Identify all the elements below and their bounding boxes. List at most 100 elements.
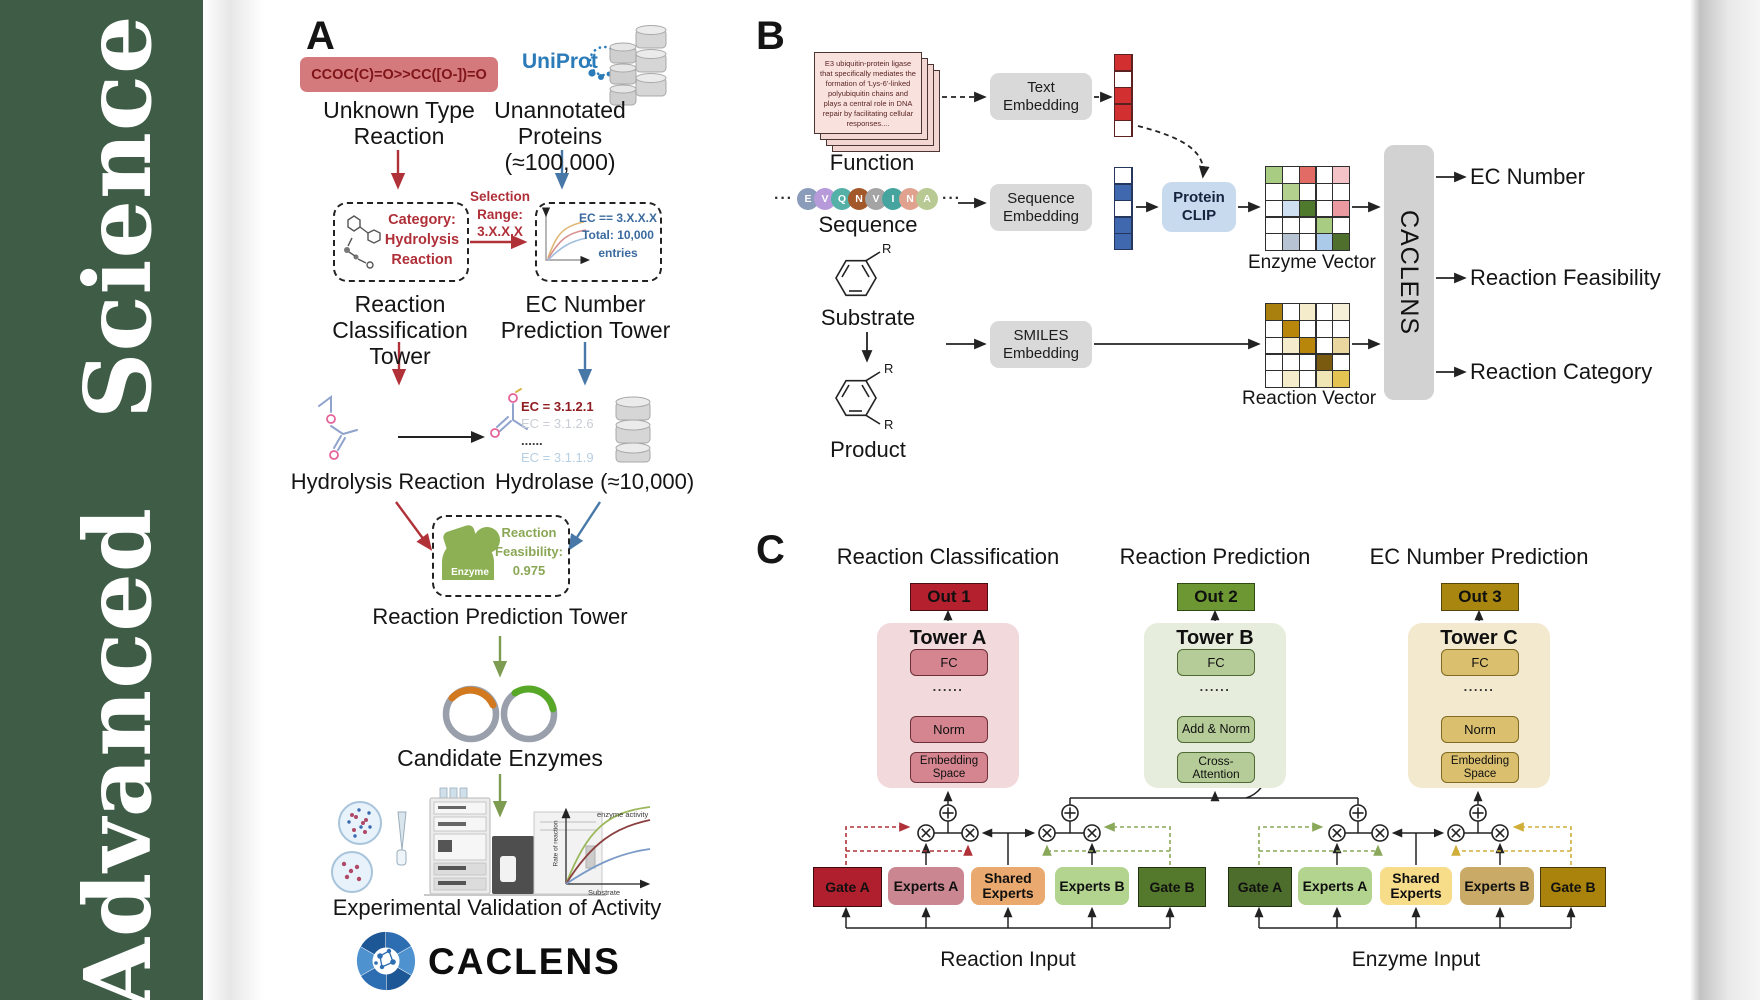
- tower-b-fc: FC: [1177, 649, 1255, 676]
- matrix-cell: [1283, 234, 1299, 250]
- matrix-cell: [1333, 217, 1349, 234]
- sequence-vector: [1114, 167, 1133, 251]
- tower-b-title: Tower B: [1176, 627, 1254, 649]
- ec-curves-icon: [541, 207, 591, 265]
- prediction-tower-label: Reaction Prediction Tower: [372, 604, 628, 629]
- category-dashed-box: [333, 202, 469, 282]
- section-title-ecnumber: EC Number Prediction: [1369, 544, 1589, 569]
- residue-bead: E: [796, 188, 819, 210]
- classification-tower-label: Reaction Classification Tower: [332, 291, 468, 369]
- matrix-cell: [1283, 337, 1299, 354]
- caclens-bar: CACLENS: [1384, 145, 1434, 400]
- residue-bead: N: [847, 188, 870, 210]
- database-icon-top: [609, 25, 667, 106]
- tower-a-norm: Norm: [910, 716, 988, 743]
- gate-a-enzyme: Gate A: [1228, 867, 1292, 907]
- text-embedding-box: Text Embedding: [990, 73, 1092, 120]
- r-group-label: R: [882, 241, 892, 256]
- hplc-instrument-icon: [424, 787, 606, 896]
- reaction-vector-matrix: [1265, 303, 1351, 389]
- matrix-cell: [1316, 200, 1333, 217]
- sequence-embedding-box: Sequence Embedding: [990, 184, 1092, 231]
- matrix-cell: [1299, 234, 1316, 250]
- selection-range-text: Selection Range: 3.X.X.X: [469, 189, 531, 240]
- matrix-cell: [1283, 217, 1299, 234]
- tower-b-addnorm: Add & Norm: [1177, 716, 1255, 743]
- matrix-cell: [1299, 321, 1316, 337]
- matrix-cell: [1266, 321, 1282, 337]
- enzyme-vector-label: Enzyme Vector: [1248, 252, 1376, 273]
- r-group-label: R: [884, 417, 894, 432]
- caclens-brand-text: CACLENS: [428, 941, 621, 982]
- ec-list-item: EC = 3.1.1.9: [521, 449, 594, 465]
- residue-bead: N: [898, 188, 921, 210]
- residue-bead: V: [864, 188, 887, 210]
- matrix-cell: [1115, 201, 1132, 217]
- sequence-label: Sequence: [818, 212, 918, 237]
- ellipsis: ···: [774, 190, 793, 207]
- matrix-cell: [1316, 337, 1333, 354]
- arrow-textvec-to-clip: [1137, 125, 1210, 179]
- matrix-cell: [1299, 371, 1316, 387]
- matrix-cell: [1333, 304, 1349, 320]
- matrix-cell: [1266, 217, 1282, 234]
- matrix-cell: [1283, 354, 1299, 371]
- section-title-classification: Reaction Classification: [836, 544, 1060, 569]
- feasibility-dashed-box: [432, 515, 570, 597]
- shared-experts-enzyme: Shared Experts: [1380, 867, 1452, 905]
- matrix-cell: [1333, 371, 1349, 387]
- substrate-benzene: [835, 251, 881, 297]
- matrix-cell: [1316, 234, 1333, 250]
- matrix-cell: [1266, 354, 1282, 371]
- matrix-cell: [1283, 321, 1299, 337]
- input-bus-wires: [841, 906, 1576, 929]
- molecule-sketch-icon: [344, 215, 381, 269]
- ester-molecule: [318, 395, 358, 460]
- protein-clip-box: Protein CLIP: [1162, 182, 1236, 232]
- petri-dish-icons: [331, 801, 407, 893]
- matrix-cell: [1316, 167, 1333, 183]
- caclens-logo-icon: [356, 931, 416, 991]
- panel-c-label: C: [756, 528, 785, 572]
- matrix-cell: [1115, 168, 1132, 184]
- gate-b-reaction: Gate B: [1138, 867, 1206, 907]
- matrix-cell: [1299, 167, 1316, 183]
- matrix-cell: [1266, 304, 1282, 320]
- matrix-cell: [1299, 217, 1316, 234]
- product-label: Product: [830, 437, 906, 462]
- matrix-cell: [1316, 371, 1333, 387]
- tower-c-fc: FC: [1441, 649, 1519, 676]
- matrix-cell: [1283, 200, 1299, 217]
- arrow-hydrolysis-to-feasibility: [395, 501, 433, 551]
- output-ec-number: EC Number: [1470, 164, 1585, 189]
- plasmid-icons: [442, 685, 558, 743]
- r-group-label: R: [884, 361, 894, 376]
- matrix-cell: [1316, 217, 1333, 234]
- matrix-cell: [1115, 88, 1132, 104]
- matrix-cell: [1316, 321, 1333, 337]
- matrix-cell: [1333, 354, 1349, 371]
- matrix-cell: [1283, 184, 1299, 200]
- product-benzene: [835, 371, 881, 425]
- enzyme-vector-matrix: [1265, 166, 1351, 252]
- enzyme-icon: [442, 525, 500, 580]
- matrix-cell: [1333, 200, 1349, 217]
- hydrolysis-reaction-label: Hydrolysis Reaction: [290, 469, 486, 494]
- shared-experts-reaction: Shared Experts: [971, 867, 1045, 905]
- matrix-cell: [1115, 233, 1132, 249]
- tower-c-dots: ......: [1463, 679, 1495, 694]
- matrix-cell: [1299, 200, 1316, 217]
- matrix-cell: [1333, 167, 1349, 183]
- output-reaction-feasibility: Reaction Feasibility: [1470, 265, 1661, 290]
- database-icon-mid: [615, 396, 651, 463]
- reaction-vector-label: Reaction Vector: [1242, 388, 1377, 409]
- matrix-cell: [1283, 371, 1299, 387]
- matrix-cell: [1115, 120, 1132, 136]
- expert-feed-wires: [921, 828, 1505, 865]
- feasibility-text: Reaction Feasibility: 0.975: [495, 525, 563, 578]
- uniprot-logo-text: UniProt: [522, 50, 598, 73]
- matrix-cell: [1283, 304, 1299, 320]
